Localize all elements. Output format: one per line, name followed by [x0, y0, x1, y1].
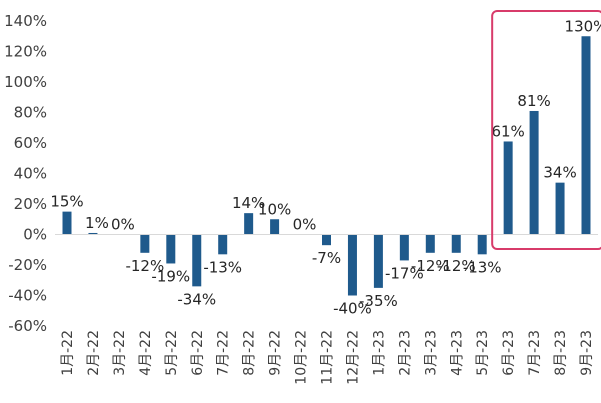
data-label: -13% — [203, 258, 242, 276]
y-tick-label: 100% — [4, 73, 47, 91]
data-label: 81% — [517, 92, 550, 110]
bar — [62, 211, 72, 235]
x-tick-label: 9月-23 — [579, 330, 595, 376]
data-label: -12% — [411, 257, 450, 275]
x-tick-label: 8月-23 — [553, 330, 569, 376]
x-tick-label: 5月-23 — [475, 330, 491, 376]
x-tick-label: 11月-22 — [320, 330, 336, 385]
x-tick-label: 4月-22 — [138, 330, 154, 376]
data-label: -12% — [437, 257, 476, 275]
data-label: 10% — [258, 200, 291, 218]
x-tick-label: 8月-22 — [242, 330, 258, 376]
bar — [555, 182, 565, 235]
x-tick-label: 1月-22 — [60, 330, 76, 376]
data-label: -19% — [151, 267, 190, 285]
y-tick-label: 60% — [14, 134, 47, 152]
data-label: 15% — [50, 193, 83, 211]
y-tick-label: 120% — [4, 43, 47, 61]
x-tick-label: 9月-22 — [268, 330, 284, 376]
bar — [322, 234, 331, 246]
x-tick-label: 7月-22 — [216, 330, 232, 376]
x-tick-label: 2月-23 — [397, 330, 413, 376]
data-label: -13% — [463, 258, 502, 276]
bar — [140, 234, 150, 253]
data-label: -35% — [359, 292, 398, 310]
data-labels: 15%1% 0%-12%-19%-34%-13%14%10%0%-7%-40%-3… — [50, 17, 601, 317]
y-tick-label: 0% — [23, 226, 47, 244]
x-tick-label: 3月-22 — [112, 330, 128, 376]
y-tick-label: -20% — [8, 256, 47, 274]
data-label: -17% — [385, 264, 424, 282]
bar — [503, 141, 513, 235]
data-label: 0% — [111, 216, 135, 234]
data-label: -40% — [333, 300, 372, 318]
data-label: 61% — [491, 122, 524, 140]
x-tick-label: 2月-22 — [86, 330, 102, 376]
data-label: 34% — [543, 164, 576, 182]
bar — [399, 234, 409, 261]
y-tick-label: -60% — [8, 317, 47, 335]
x-tick-label: 6月-22 — [190, 330, 206, 376]
y-tick-label: 140% — [4, 12, 47, 30]
bar — [166, 234, 176, 264]
y-tick-label: 80% — [14, 104, 47, 122]
bars — [62, 36, 591, 296]
bar — [425, 234, 435, 253]
data-label: 14% — [232, 194, 265, 212]
y-tick-label: 20% — [14, 195, 47, 213]
highlight-box — [491, 10, 601, 250]
x-tick-label: 5月-22 — [164, 330, 180, 376]
data-label: 130% — [565, 17, 601, 35]
x-tick-label: 6月-23 — [501, 330, 517, 376]
x-tick-label: 12月-22 — [345, 330, 361, 385]
bar — [373, 234, 383, 288]
data-label: -34% — [177, 290, 216, 308]
bar — [270, 219, 280, 235]
x-axis: 1月-22 2月-22 3月-22 4月-22 5月-22 6月-22 7月-22 8月-22… — [60, 330, 595, 385]
y-tick-label: -40% — [8, 287, 47, 305]
bar — [581, 36, 591, 235]
x-tick-label: 1月-23 — [371, 330, 387, 376]
data-label: 1% — [85, 214, 109, 232]
bar — [244, 213, 254, 235]
bar — [88, 232, 98, 235]
bar — [451, 234, 461, 253]
y-tick-label: 40% — [14, 165, 47, 183]
y-axis: 140% 120% 100% 80% 60% 40% 20% 0% -20% -40% -60% — [4, 12, 47, 335]
x-tick-label: 3月-23 — [423, 330, 439, 376]
data-label: 0% — [293, 216, 317, 234]
bar — [477, 234, 487, 255]
bar — [192, 234, 202, 287]
data-label: -12% — [125, 257, 164, 275]
data-label: -7% — [312, 249, 341, 267]
x-tick-label: 7月-23 — [527, 330, 543, 376]
bar — [218, 234, 228, 255]
x-tick-label: 10月-22 — [294, 330, 310, 385]
x-tick-label: 4月-23 — [449, 330, 465, 376]
bar — [347, 234, 357, 296]
bar — [529, 110, 539, 235]
